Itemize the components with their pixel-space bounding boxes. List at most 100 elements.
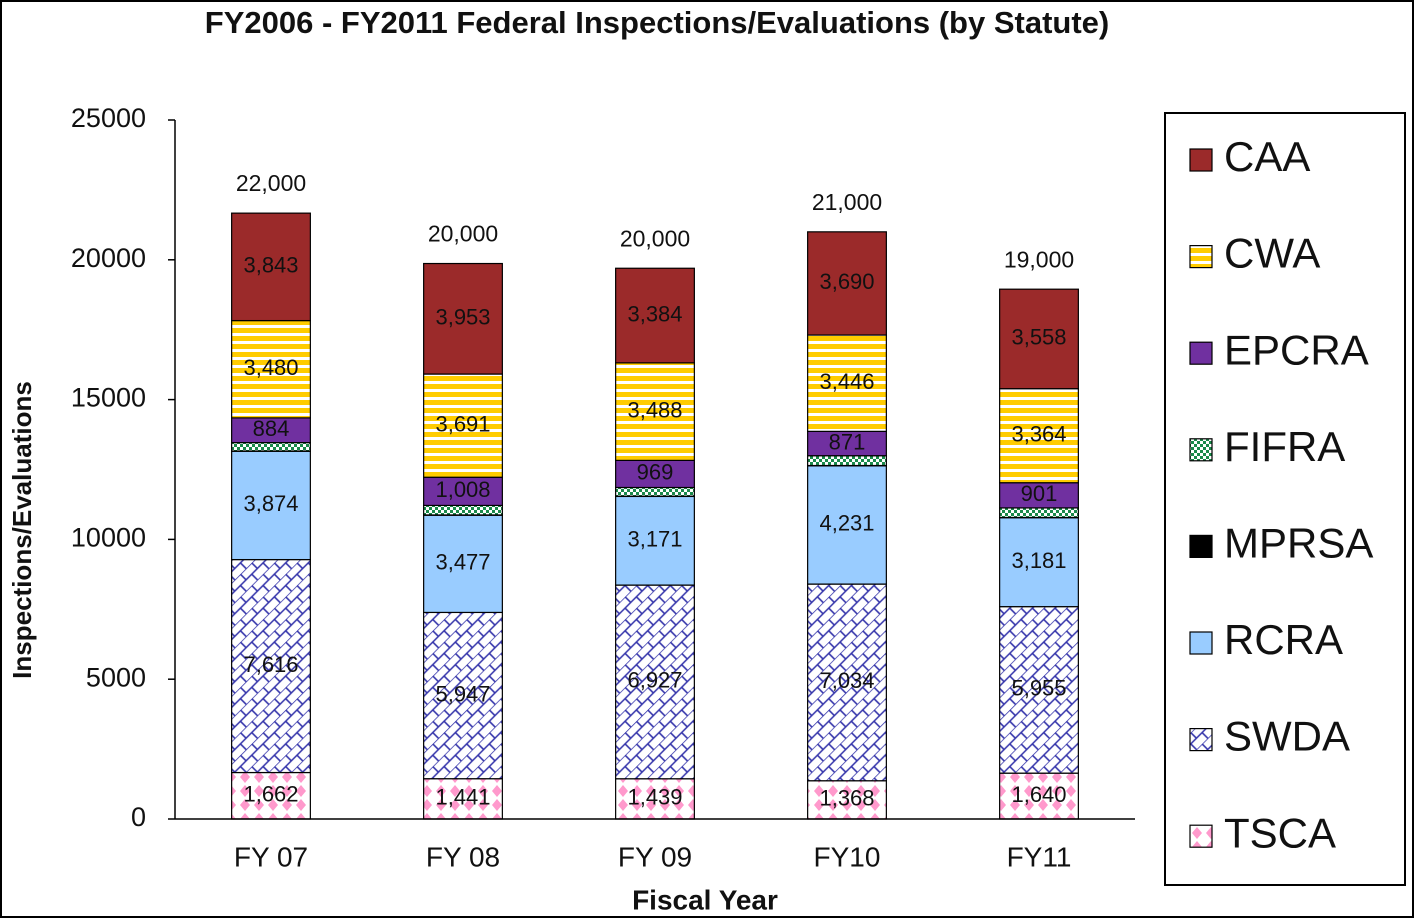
bar-segment	[231, 442, 311, 452]
legend-label: CWA	[1224, 230, 1320, 277]
x-tick-label: FY10	[814, 841, 881, 872]
bar-segment	[807, 583, 887, 782]
legend-label: CAA	[1224, 133, 1310, 180]
bar-segment	[423, 373, 503, 478]
bar-segment	[231, 212, 311, 322]
y-tick-label: 10000	[71, 523, 146, 553]
bar-segment	[807, 430, 887, 457]
data-label: 3,181	[1011, 548, 1066, 573]
data-label: 3,477	[435, 550, 490, 575]
bar-segment	[423, 778, 503, 820]
data-label: 3,171	[627, 527, 682, 552]
data-label: 3,488	[627, 397, 682, 422]
data-label: 3,446	[819, 369, 874, 394]
y-tick-label: 15000	[71, 383, 146, 413]
data-label: 3,843	[243, 253, 298, 278]
legend-swatch	[1189, 341, 1213, 365]
bar-segment	[615, 267, 695, 364]
bar-segment	[231, 558, 311, 774]
total-label: 22,000	[236, 170, 306, 196]
data-label: 1,008	[435, 477, 490, 502]
bar-segment	[807, 455, 887, 467]
bar-segment	[423, 611, 503, 780]
total-label: 20,000	[620, 225, 690, 251]
bar-segment	[615, 778, 695, 820]
y-tick-label: 20000	[71, 243, 146, 273]
bar-segment	[423, 504, 503, 516]
data-label: 3,874	[243, 491, 298, 516]
legend-swatch	[1189, 438, 1213, 462]
legend-label: EPCRA	[1224, 326, 1369, 373]
bar-segment	[999, 388, 1079, 484]
bar-segment	[423, 514, 503, 614]
bar-segment	[231, 319, 311, 419]
bar-segment	[423, 476, 503, 507]
data-label: 6,927	[627, 668, 682, 693]
legend-box	[1164, 112, 1406, 886]
legend-swatch	[1189, 245, 1213, 269]
data-label: 901	[1021, 481, 1058, 506]
legend-swatch	[1189, 824, 1213, 848]
data-label: 1,439	[627, 785, 682, 810]
data-label: 3,558	[1011, 325, 1066, 350]
data-label: 884	[253, 416, 290, 441]
bar-segment	[807, 780, 887, 820]
chart-title: FY2006 - FY2011 Federal Inspections/Eval…	[205, 5, 1109, 40]
data-label: 3,480	[243, 355, 298, 380]
bar-segment	[615, 495, 695, 586]
data-label: 5,947	[435, 681, 490, 706]
x-tick-label: FY 07	[234, 841, 308, 872]
bar-segment	[999, 772, 1079, 820]
bar-segment	[231, 771, 311, 820]
bar-segment	[615, 486, 695, 497]
legend-label: TSCA	[1224, 809, 1336, 856]
bar-segment	[807, 231, 887, 336]
data-label: 3,690	[819, 269, 874, 294]
bar-segment	[615, 584, 695, 780]
data-label: 4,231	[819, 511, 874, 536]
bar-segment	[999, 517, 1079, 608]
data-label: 1,640	[1011, 782, 1066, 807]
legend-label: MPRSA	[1224, 519, 1373, 566]
data-label: 871	[829, 429, 866, 454]
total-label: 21,000	[812, 189, 882, 215]
data-label: 1,662	[243, 782, 298, 807]
bar-segment	[807, 465, 887, 585]
data-label: 1,441	[435, 785, 490, 810]
total-label: 19,000	[1004, 246, 1074, 272]
bar-segment	[999, 606, 1079, 774]
bar-segment	[999, 507, 1079, 519]
bar-segment	[423, 262, 503, 375]
x-tick-label: FY 08	[426, 841, 500, 872]
data-label: 5,955	[1011, 676, 1066, 701]
legend-swatch	[1189, 727, 1213, 752]
legend-swatch	[1189, 534, 1213, 559]
data-label: 3,691	[435, 411, 490, 436]
data-label: 7,034	[819, 668, 874, 693]
legend-label: SWDA	[1224, 713, 1350, 760]
bar-segment	[231, 450, 311, 561]
data-label: 3,953	[435, 305, 490, 330]
y-axis-label: Inspections/Evaluations	[7, 381, 37, 679]
data-label: 1,368	[819, 786, 874, 811]
x-tick-label: FY 09	[618, 841, 692, 872]
bar-segment	[615, 362, 695, 461]
bar-segment	[615, 459, 695, 489]
bar-segment	[999, 288, 1079, 390]
y-tick-label: 5000	[86, 662, 146, 692]
data-label: 3,384	[627, 301, 682, 326]
total-label: 20,000	[428, 221, 498, 247]
data-label: 7,616	[243, 652, 298, 677]
data-label: 3,364	[1011, 422, 1066, 447]
x-tick-label: FY11	[1007, 841, 1072, 872]
x-axis-label: Fiscal Year	[632, 884, 778, 915]
data-label: 969	[637, 460, 674, 485]
y-tick-label: 25000	[71, 103, 146, 133]
bar-segment	[807, 334, 887, 432]
y-tick-label: 0	[131, 802, 146, 832]
legend-label: FIFRA	[1224, 423, 1345, 470]
legend-swatch	[1189, 148, 1213, 172]
legend-swatch	[1189, 631, 1213, 655]
